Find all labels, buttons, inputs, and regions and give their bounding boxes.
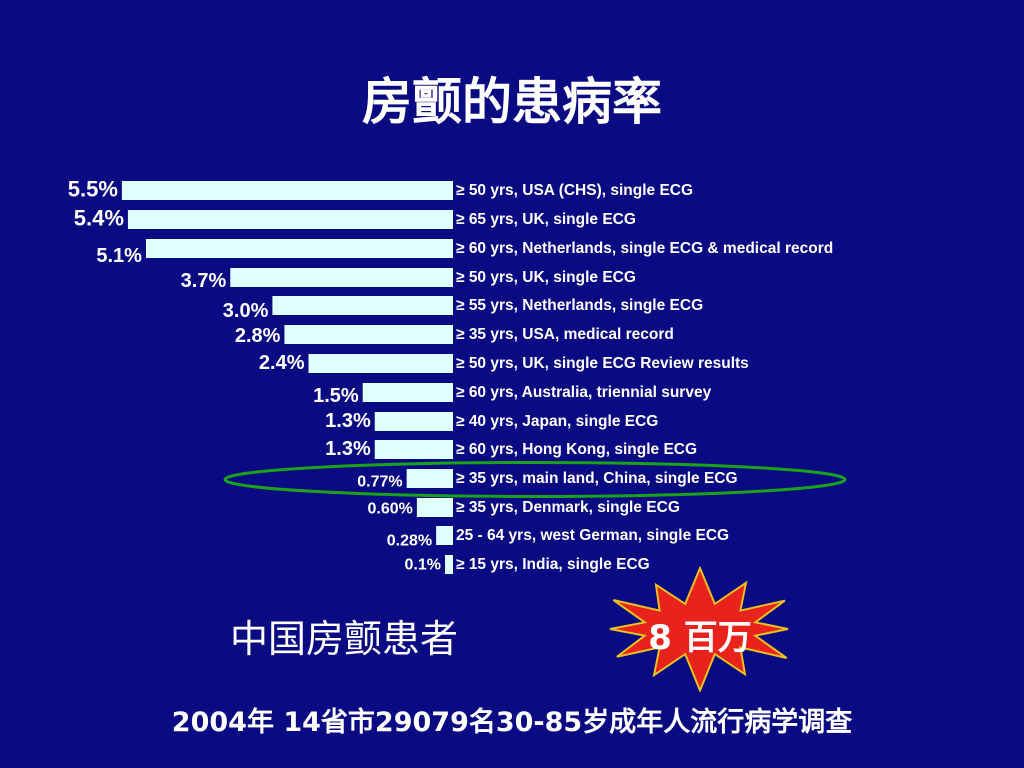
bar: [374, 412, 453, 431]
bar-value-label: 0.1%: [405, 557, 441, 574]
bar-value-label: 5.1%: [96, 245, 142, 267]
bar-category-label: ≥ 50 yrs, UK, single ECG: [456, 269, 636, 286]
bar: [121, 181, 454, 200]
bar: [406, 469, 453, 488]
bar: [374, 440, 453, 459]
starburst-polygon: [609, 565, 789, 694]
bar-value-label: 5.5%: [68, 177, 118, 202]
china-highlight-ellipse: [223, 461, 847, 498]
bar: [230, 268, 453, 287]
bar-value-label: 1.5%: [313, 385, 359, 407]
bar-value-label: 5.4%: [74, 206, 124, 231]
starburst-callout: 8 百万: [592, 565, 808, 694]
bar-value-label: 0.60%: [368, 501, 413, 518]
bar: [145, 239, 454, 258]
bar-category-label: ≥ 35 yrs, main land, China, single ECG: [456, 470, 738, 487]
bar-value-label: 3.7%: [181, 270, 227, 292]
bar-value-label: 1.3%: [325, 410, 371, 432]
bar: [272, 296, 453, 315]
bar: [445, 555, 453, 574]
starburst-label: 8 百万: [648, 618, 752, 658]
bar-chart-svg: 5.5% ≥ 50 yrs, USA (CHS), single ECG 5.4% ≥…: [68, 177, 847, 574]
bar: [127, 210, 454, 229]
bar-category-label: ≥ 35 yrs, USA, medical record: [456, 326, 674, 343]
bar: [362, 383, 453, 402]
bar: [436, 526, 453, 545]
bar-category-label: ≥ 15 yrs, India, single ECG: [456, 556, 650, 573]
bar-category-label: 25 - 64 yrs, west German, single ECG: [456, 527, 729, 544]
china-patients-label: 中国房颤患者: [230, 617, 459, 661]
survey-footnote: 2004年 14省市29079名30-85岁成年人流行病学调查: [171, 707, 853, 738]
slide-title: 房颤的患病率: [362, 72, 662, 131]
bar-value-label: 1.3%: [325, 438, 371, 460]
starburst-shape: [609, 565, 789, 694]
bar-category-label: ≥ 40 yrs, Japan, single ECG: [456, 413, 658, 430]
bar-category-label: ≥ 60 yrs, Hong Kong, single ECG: [456, 441, 697, 458]
bar-category-label: ≥ 35 yrs, Denmark, single ECG: [456, 499, 680, 516]
bar: [308, 354, 453, 373]
bar-category-label: ≥ 50 yrs, USA (CHS), single ECG: [456, 182, 693, 199]
bar-category-label: ≥ 65 yrs, UK, single ECG: [456, 211, 636, 228]
bar-value-label: 2.4%: [259, 352, 305, 374]
bar-category-label: ≥ 60 yrs, Netherlands, single ECG & medi…: [456, 240, 833, 257]
bar-value-label: 3.0%: [223, 300, 269, 322]
bar-value-label: 0.77%: [357, 474, 402, 491]
bar-category-label: ≥ 50 yrs, UK, single ECG Review results: [456, 355, 749, 372]
bar: [416, 498, 453, 517]
bar-category-label: ≥ 55 yrs, Netherlands, single ECG: [456, 297, 703, 314]
bar-value-label: 0.28%: [387, 533, 432, 550]
bar-value-label: 2.8%: [235, 325, 281, 347]
bar: [284, 325, 453, 344]
bar-category-label: ≥ 60 yrs, Australia, triennial survey: [456, 384, 712, 401]
